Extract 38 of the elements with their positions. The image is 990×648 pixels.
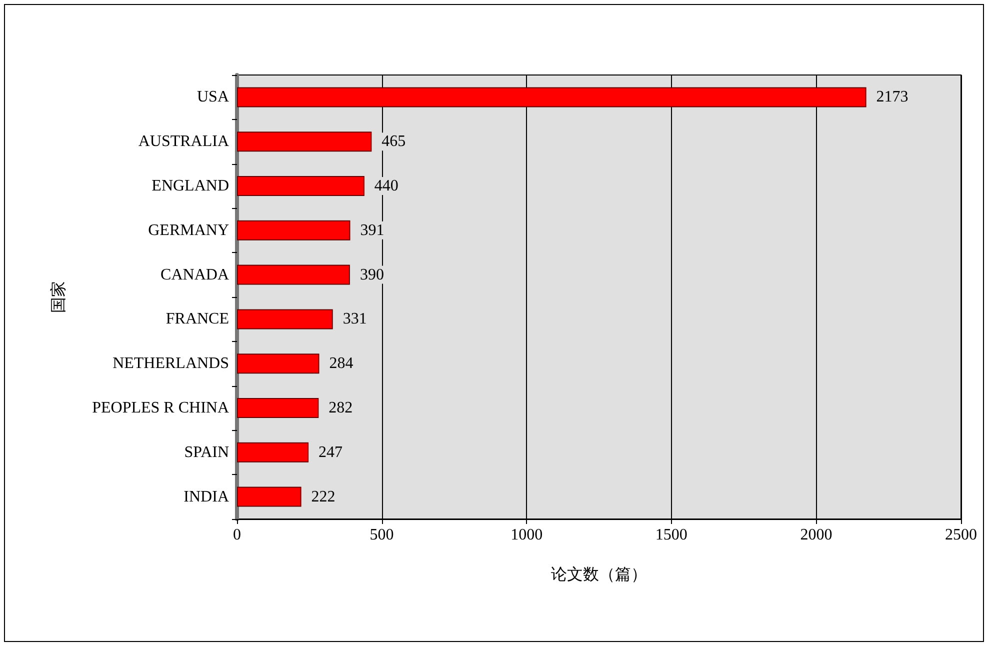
bar — [237, 264, 350, 285]
y-tick-label: INDIA — [184, 488, 230, 506]
y-tick-label: PEOPLES R CHINA — [92, 400, 230, 416]
bar — [237, 132, 372, 152]
data-label: 465 — [382, 133, 406, 150]
data-label: 440 — [374, 178, 398, 194]
x-tick-label: 1000 — [510, 526, 543, 544]
bar — [237, 309, 333, 330]
data-label: 2173 — [876, 88, 908, 106]
data-label: 247 — [318, 444, 343, 461]
bar — [237, 486, 302, 507]
bar — [237, 87, 866, 108]
data-label: 284 — [329, 355, 354, 372]
bar — [237, 442, 309, 462]
y-tick-label: GERMANY — [148, 222, 230, 239]
y-tick-label: AUSTRALIA — [138, 133, 230, 150]
bar — [237, 220, 350, 240]
data-label: 282 — [328, 400, 353, 416]
x-axis-title: 论文数（篇） — [551, 566, 647, 584]
y-tick-label: NETHERLANDS — [112, 355, 229, 372]
bar — [237, 176, 364, 196]
x-tick-label: 1500 — [655, 526, 688, 544]
y-tick-label: SPAIN — [184, 444, 230, 461]
x-tick-label: 2000 — [800, 526, 832, 544]
data-label: 391 — [360, 222, 384, 239]
y-tick-label: FRANCE — [166, 310, 229, 328]
x-tick-label: 2500 — [945, 526, 977, 544]
data-label: 222 — [311, 488, 336, 506]
x-tick-label: 0 — [233, 526, 241, 544]
y-tick-label: CANADA — [160, 266, 230, 284]
y-tick-label: USA — [196, 88, 230, 106]
bar — [237, 398, 319, 418]
y-axis-title: 国家 — [50, 281, 68, 313]
data-label: 390 — [360, 266, 384, 284]
bar — [237, 354, 320, 374]
x-tick-label: 500 — [370, 526, 394, 544]
y-tick-label: ENGLAND — [152, 178, 229, 194]
data-label: 331 — [342, 310, 367, 328]
